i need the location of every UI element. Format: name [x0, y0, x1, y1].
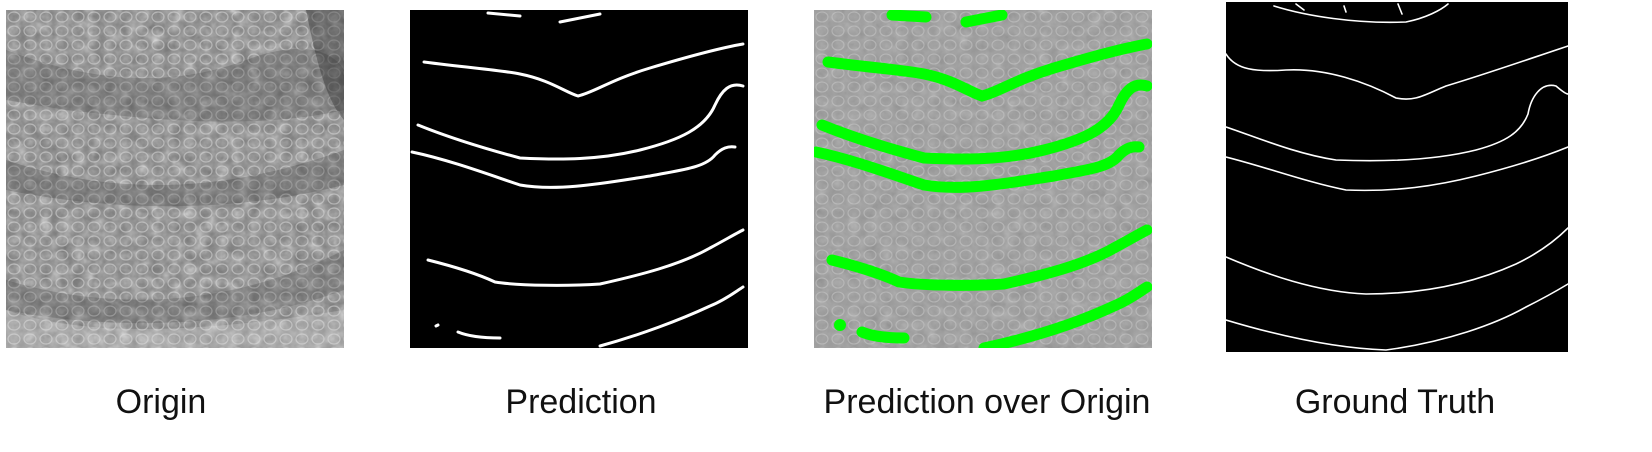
- caption-prediction-over-origin: Prediction over Origin: [812, 383, 1162, 422]
- caption-ground-truth: Ground Truth: [1240, 383, 1550, 422]
- caption-origin: Origin: [6, 383, 316, 422]
- overlay-image: [814, 10, 1152, 348]
- prediction-mask: [410, 10, 748, 348]
- ground-truth-mask: [1226, 2, 1568, 352]
- origin-image: [6, 10, 344, 348]
- caption-prediction: Prediction: [426, 383, 736, 422]
